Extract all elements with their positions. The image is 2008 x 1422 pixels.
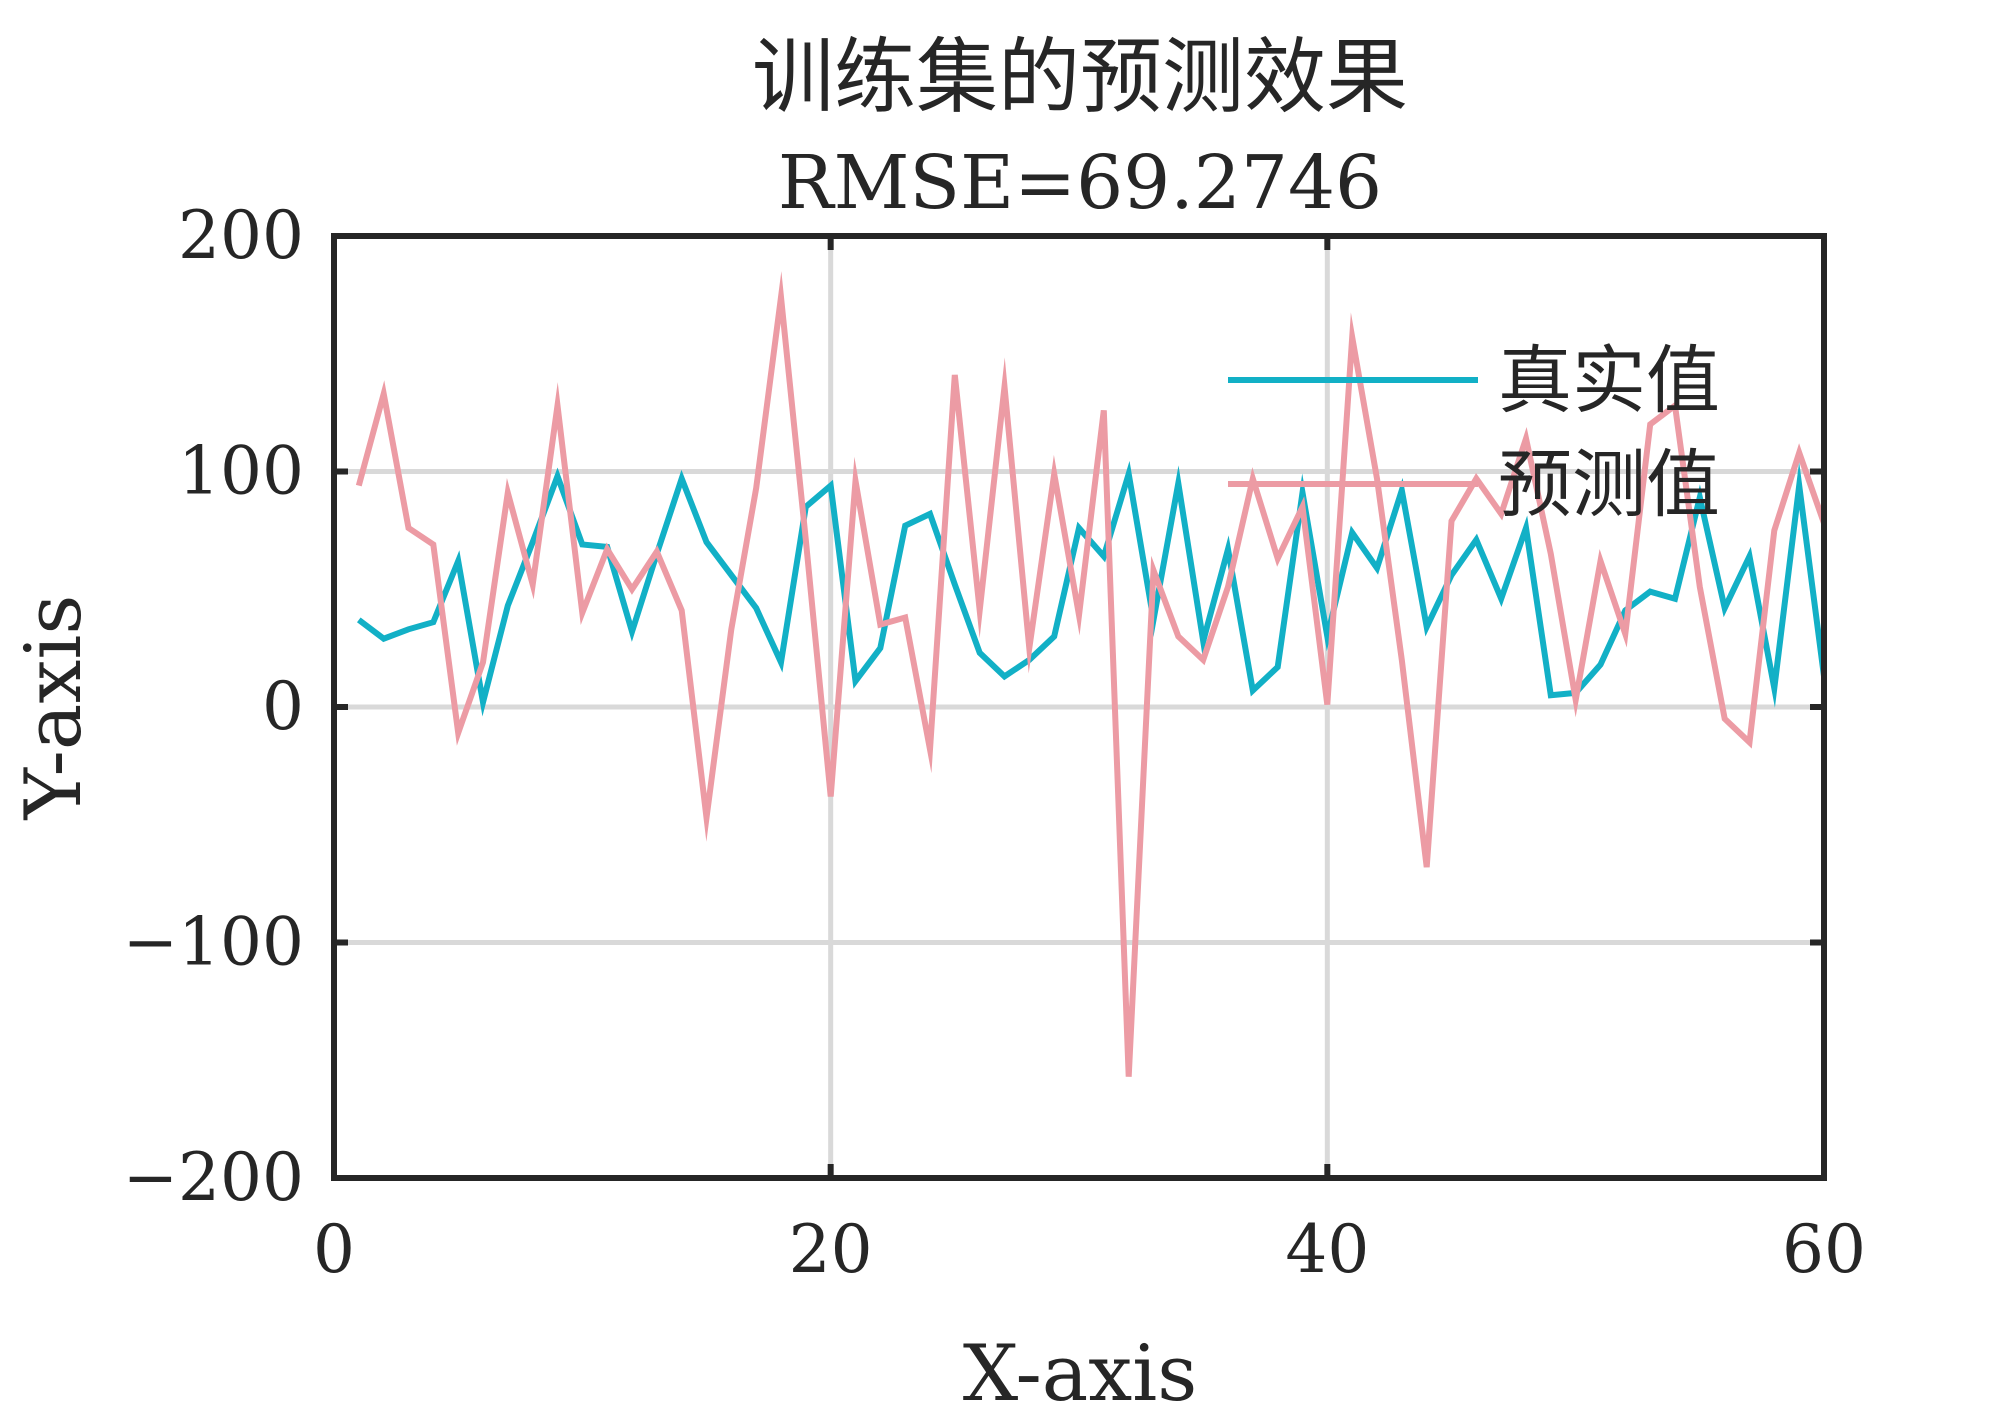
tick-labels: 0 20 40 60 −200 −100 0 100 200 — [123, 197, 1866, 1288]
x-axis-label: X-axis — [963, 1329, 1198, 1417]
x-tick-label: 20 — [789, 1211, 873, 1288]
chart-subtitle: RMSE=69.2746 — [778, 140, 1382, 226]
series-layer — [355, 271, 1827, 1077]
axes — [331, 233, 1827, 1181]
series-line-2 — [355, 271, 1827, 1077]
y-tick-label: 0 — [262, 668, 304, 745]
x-tick-label: 0 — [313, 1211, 355, 1288]
legend-label-1: 真实值 — [1498, 338, 1720, 424]
y-tick-label: −100 — [123, 904, 304, 981]
y-tick-label: −200 — [123, 1139, 304, 1216]
y-tick-label: 200 — [178, 197, 304, 274]
x-tick-label: 40 — [1285, 1211, 1369, 1288]
y-axis-label: Y-axis — [9, 595, 99, 821]
x-tick-label: 60 — [1782, 1211, 1866, 1288]
y-tick-label: 100 — [178, 433, 304, 510]
grid — [334, 236, 1824, 1178]
legend-label-2: 预测值 — [1498, 442, 1720, 528]
chart-title: 训练集的预测效果 — [752, 30, 1408, 125]
